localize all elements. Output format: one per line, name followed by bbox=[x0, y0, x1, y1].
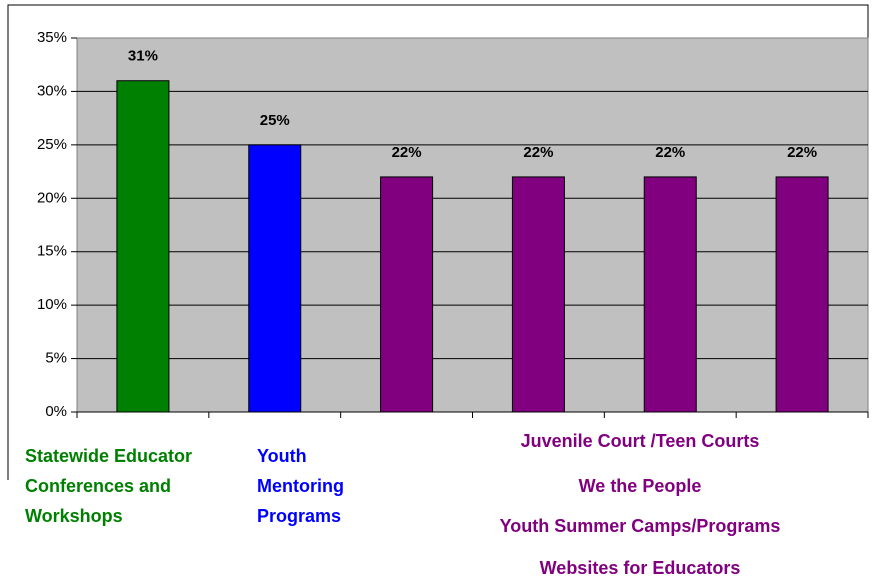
bar bbox=[643, 176, 697, 413]
y-tick-label: 35% bbox=[37, 29, 67, 46]
category-label: We the People bbox=[578, 476, 702, 496]
category-label: Youth Summer Camps/Programs bbox=[499, 516, 781, 536]
y-tick-label: 25% bbox=[37, 136, 67, 153]
y-tick-label: 10% bbox=[37, 296, 67, 313]
y-tick-label: 15% bbox=[37, 243, 67, 260]
value-label: 25% bbox=[260, 112, 290, 129]
bar bbox=[775, 176, 829, 413]
bar bbox=[248, 144, 302, 413]
value-label: 22% bbox=[523, 144, 553, 161]
y-tick-label: 30% bbox=[37, 82, 67, 99]
value-label: 22% bbox=[392, 144, 422, 161]
bar bbox=[511, 176, 565, 413]
category-label: Juvenile Court /Teen Courts bbox=[520, 431, 760, 451]
value-label: 22% bbox=[655, 144, 685, 161]
y-tick-label: 5% bbox=[45, 350, 67, 367]
category-label: Statewide Educator Conferences and Works… bbox=[25, 446, 193, 526]
y-tick-label: 20% bbox=[37, 189, 67, 206]
bar bbox=[116, 80, 170, 413]
y-tick-label: 0% bbox=[45, 403, 67, 420]
value-label: 22% bbox=[787, 144, 817, 161]
value-label: 31% bbox=[128, 48, 158, 65]
bar bbox=[380, 176, 434, 413]
category-label: Websites for Educators bbox=[539, 558, 741, 578]
plot-area bbox=[76, 37, 869, 413]
category-label: Youth Mentoring Programs bbox=[257, 446, 344, 526]
